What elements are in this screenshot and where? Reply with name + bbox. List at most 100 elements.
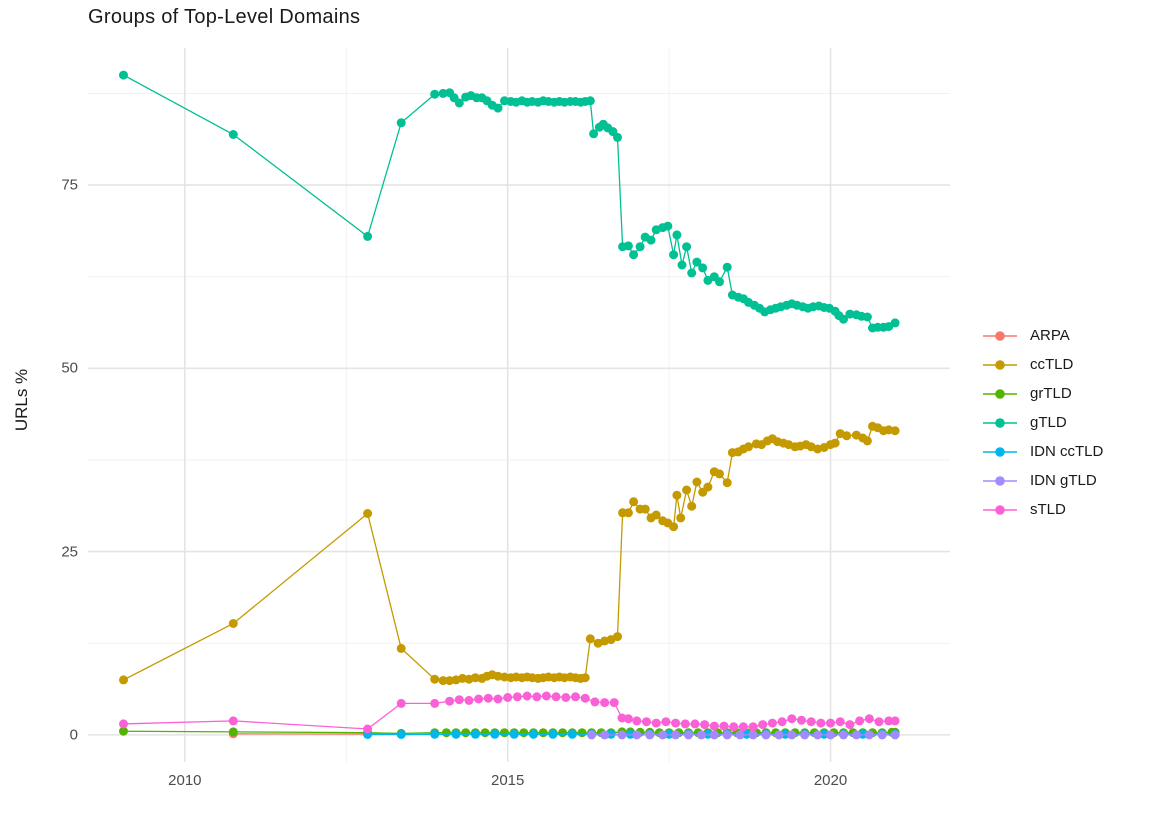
data-point bbox=[600, 730, 610, 740]
data-point bbox=[470, 673, 480, 683]
data-point bbox=[228, 727, 238, 737]
data-point bbox=[748, 730, 758, 740]
data-point bbox=[845, 309, 855, 319]
data-point bbox=[842, 431, 852, 441]
data-point bbox=[567, 729, 577, 739]
chart-title: Groups of Top-Level Domains bbox=[88, 6, 361, 28]
data-point bbox=[119, 726, 128, 736]
legend-key-icon bbox=[983, 388, 1017, 399]
legend-item-label: IDN ccTLD bbox=[1030, 443, 1104, 460]
data-point bbox=[512, 692, 522, 702]
data-point bbox=[774, 730, 784, 740]
data-point bbox=[500, 728, 509, 738]
data-point bbox=[874, 717, 884, 727]
legend-item-cctld: ccTLD bbox=[983, 350, 1103, 379]
data-point bbox=[862, 312, 872, 322]
data-point bbox=[744, 442, 753, 452]
data-point bbox=[587, 730, 597, 740]
data-point bbox=[787, 730, 797, 740]
data-point bbox=[509, 729, 519, 739]
legend-item-idn-cctld: IDN ccTLD bbox=[983, 437, 1103, 466]
data-point bbox=[669, 250, 679, 260]
data-point bbox=[396, 643, 406, 653]
data-point bbox=[538, 728, 548, 738]
data-point bbox=[228, 716, 238, 726]
data-point bbox=[532, 692, 542, 702]
data-point bbox=[797, 715, 806, 725]
data-point bbox=[645, 730, 655, 740]
data-point bbox=[490, 729, 500, 739]
data-point bbox=[522, 691, 532, 701]
legend-item-idn-gtld: IDN gTLD bbox=[983, 466, 1103, 495]
data-point bbox=[826, 730, 835, 740]
data-point bbox=[830, 438, 840, 448]
y-tick-label: 25 bbox=[61, 543, 78, 561]
data-point bbox=[698, 263, 708, 273]
data-point bbox=[454, 98, 464, 108]
data-point bbox=[690, 719, 700, 729]
data-point bbox=[669, 522, 679, 532]
data-point bbox=[855, 716, 865, 726]
legend-key-icon bbox=[983, 417, 1017, 428]
data-point bbox=[864, 730, 874, 740]
data-point bbox=[430, 729, 440, 739]
data-point bbox=[551, 692, 561, 702]
data-point bbox=[483, 693, 493, 703]
data-point bbox=[890, 730, 900, 740]
data-point bbox=[692, 257, 702, 267]
data-point bbox=[642, 717, 651, 727]
data-point bbox=[709, 730, 719, 740]
x-tick-label: 2015 bbox=[491, 772, 525, 789]
data-point bbox=[561, 693, 571, 702]
data-point bbox=[585, 634, 595, 644]
data-point bbox=[617, 730, 627, 740]
data-point bbox=[826, 718, 835, 728]
data-point bbox=[585, 96, 595, 106]
data-point bbox=[864, 714, 874, 724]
data-point bbox=[862, 436, 872, 446]
data-point bbox=[719, 721, 729, 731]
data-point bbox=[228, 130, 238, 139]
data-point bbox=[623, 508, 633, 518]
data-point bbox=[687, 501, 697, 511]
data-point bbox=[451, 729, 461, 739]
data-point bbox=[671, 730, 681, 740]
data-point bbox=[464, 695, 474, 705]
data-point bbox=[722, 262, 732, 272]
plot-panel bbox=[88, 48, 950, 762]
data-point bbox=[845, 720, 855, 730]
data-point bbox=[541, 691, 551, 701]
data-point bbox=[493, 694, 503, 704]
data-point bbox=[735, 730, 745, 740]
legend-item-stld: sTLD bbox=[983, 495, 1103, 524]
data-point bbox=[438, 676, 448, 686]
data-point bbox=[577, 728, 587, 738]
data-point bbox=[438, 88, 448, 98]
data-point bbox=[682, 485, 692, 495]
x-tick-label: 2020 bbox=[813, 772, 848, 789]
data-point bbox=[890, 318, 900, 328]
legend-key-icon bbox=[983, 475, 1017, 486]
data-point bbox=[813, 730, 823, 740]
data-point bbox=[729, 722, 739, 732]
legend-item-arpa: ARPA bbox=[983, 321, 1103, 350]
data-point bbox=[470, 729, 480, 739]
data-point bbox=[580, 673, 590, 683]
data-point bbox=[687, 268, 697, 278]
data-point bbox=[589, 129, 599, 139]
data-point bbox=[700, 720, 710, 730]
data-point bbox=[119, 70, 128, 80]
data-point bbox=[682, 242, 692, 252]
data-point bbox=[445, 696, 455, 706]
data-point bbox=[613, 632, 622, 642]
data-point bbox=[590, 697, 600, 707]
data-point bbox=[758, 720, 768, 730]
data-point bbox=[816, 718, 826, 728]
data-point bbox=[580, 693, 590, 703]
data-point bbox=[119, 719, 128, 729]
data-point bbox=[493, 103, 503, 113]
data-point bbox=[890, 426, 900, 436]
data-point bbox=[692, 477, 702, 487]
data-point bbox=[672, 490, 682, 500]
